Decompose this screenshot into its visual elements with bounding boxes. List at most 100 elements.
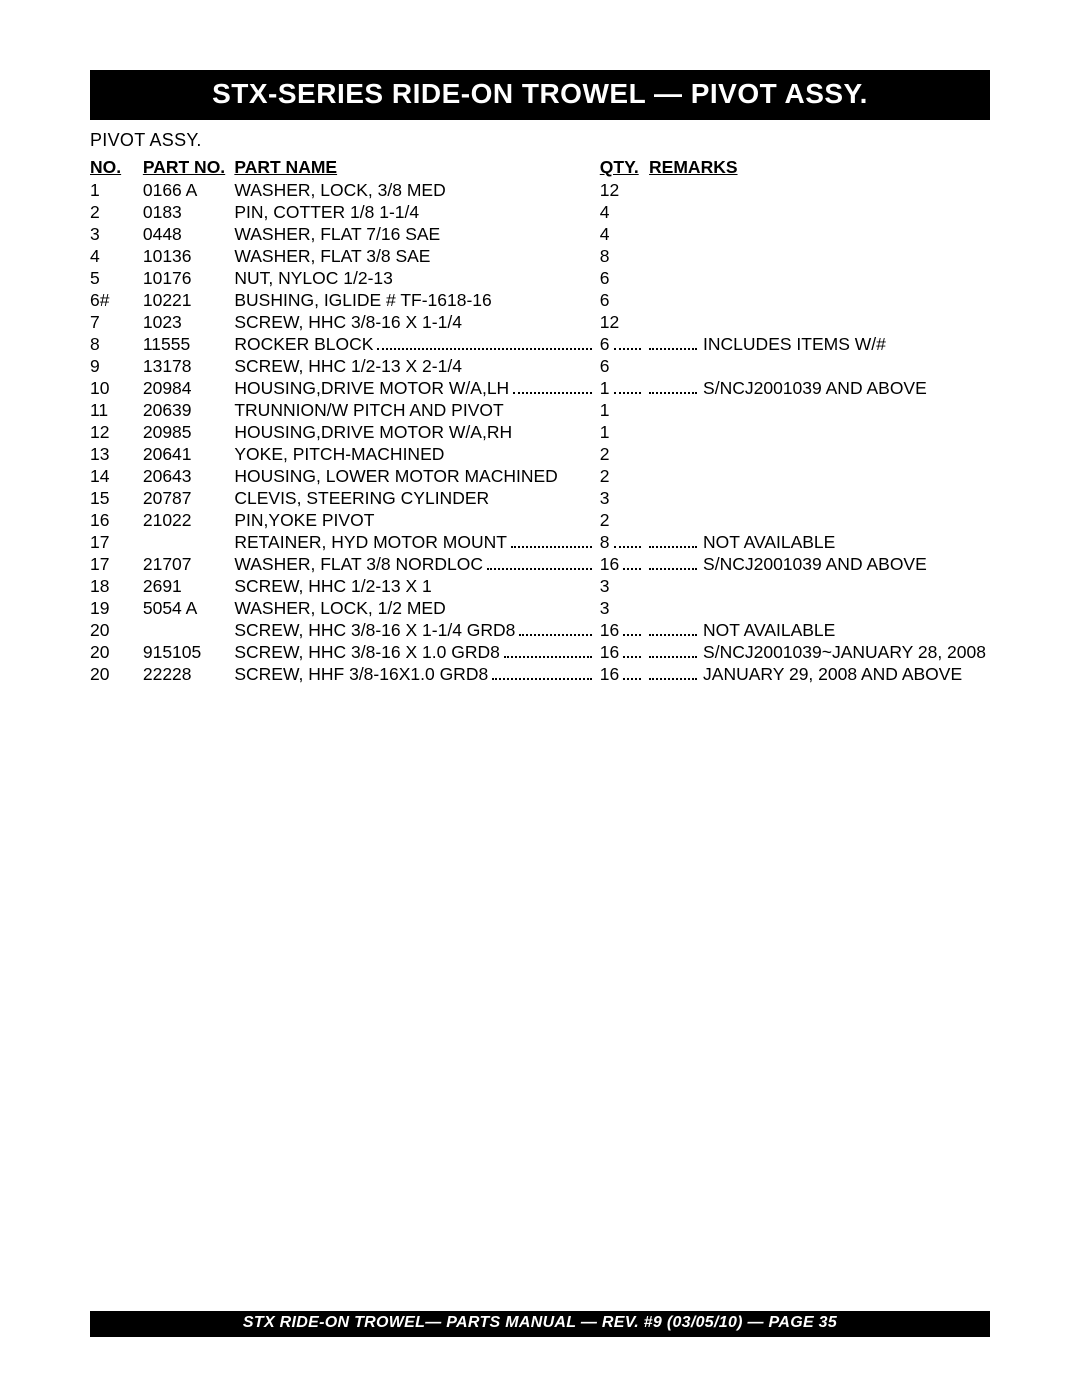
table-row: 1721707WASHER, FLAT 3/8 NORDLOC16S/NCJ20…	[90, 554, 990, 576]
table-row: 1520787CLEVIS, STEERING CYLINDER3	[90, 488, 990, 510]
cell-no: 17	[90, 532, 143, 554]
cell-remarks	[649, 356, 990, 378]
cell-partname: WASHER, FLAT 7/16 SAE	[234, 224, 599, 246]
cell-partname: SCREW, HHF 3/8-16X1.0 GRD8	[234, 664, 599, 686]
table-row: 20 SCREW, HHC 3/8-16 X 1-1/4 GRD816NOT AV…	[90, 620, 990, 642]
cell-partno: 1023	[143, 312, 235, 334]
cell-no: 5	[90, 268, 143, 290]
cell-qty: 1	[600, 400, 649, 422]
table-row: 6#10221BUSHING, IGLIDE # TF-1618-166	[90, 290, 990, 312]
cell-partname: PIN, COTTER 1/8 1-1/4	[234, 202, 599, 224]
cell-no: 13	[90, 444, 143, 466]
cell-no: 20	[90, 620, 143, 642]
cell-remarks	[649, 312, 990, 334]
cell-remarks	[649, 444, 990, 466]
table-row: 1020984HOUSING,DRIVE MOTOR W/A,LH1S/NCJ2…	[90, 378, 990, 400]
table-row: 20183PIN, COTTER 1/8 1-1/44	[90, 202, 990, 224]
col-header-qty: QTY.	[600, 157, 649, 180]
table-row: 510176NUT, NYLOC 1/2-136	[90, 268, 990, 290]
cell-no: 16	[90, 510, 143, 532]
cell-no: 1	[90, 180, 143, 202]
cell-partname: CLEVIS, STEERING CYLINDER	[234, 488, 599, 510]
cell-partno: 20639	[143, 400, 235, 422]
cell-no: 2	[90, 202, 143, 224]
cell-remarks	[649, 246, 990, 268]
cell-qty: 3	[600, 576, 649, 598]
table-row: 10166 AWASHER, LOCK, 3/8 MED12	[90, 180, 990, 202]
cell-remarks	[649, 180, 990, 202]
cell-partname: HOUSING,DRIVE MOTOR W/A,RH	[234, 422, 599, 444]
cell-qty: 16	[600, 664, 649, 686]
table-row: 1120639TRUNNION/W PITCH AND PIVOT1	[90, 400, 990, 422]
cell-partno: 2691	[143, 576, 235, 598]
cell-partname: WASHER, FLAT 3/8 NORDLOC	[234, 554, 599, 576]
table-row: 913178SCREW, HHC 1/2-13 X 2-1/46	[90, 356, 990, 378]
table-row: 195054 AWASHER, LOCK, 1/2 MED3	[90, 598, 990, 620]
cell-remarks	[649, 400, 990, 422]
cell-partname: SCREW, HHC 3/8-16 X 1-1/4 GRD8	[234, 620, 599, 642]
cell-partname: SCREW, HHC 3/8-16 X 1-1/4	[234, 312, 599, 334]
cell-remarks: NOT AVAILABLE	[649, 532, 990, 554]
cell-remarks	[649, 488, 990, 510]
cell-no: 10	[90, 378, 143, 400]
cell-partno: 0166 A	[143, 180, 235, 202]
table-row: 20915105SCREW, HHC 3/8-16 X 1.0 GRD816S/…	[90, 642, 990, 664]
cell-no: 18	[90, 576, 143, 598]
col-header-partno: PART NO.	[143, 157, 235, 180]
cell-partname: SCREW, HHC 3/8-16 X 1.0 GRD8	[234, 642, 599, 664]
cell-qty: 6	[600, 290, 649, 312]
cell-partname: SCREW, HHC 1/2-13 X 1	[234, 576, 599, 598]
cell-partname: HOUSING,DRIVE MOTOR W/A,LH	[234, 378, 599, 400]
section-label: PIVOT ASSY.	[90, 130, 990, 151]
cell-remarks	[649, 224, 990, 246]
cell-partno: 915105	[143, 642, 235, 664]
cell-remarks	[649, 510, 990, 532]
cell-partno: 13178	[143, 356, 235, 378]
cell-partno: 10136	[143, 246, 235, 268]
cell-remarks: INCLUDES ITEMS W/#	[649, 334, 990, 356]
cell-remarks	[649, 202, 990, 224]
cell-partno	[143, 532, 235, 554]
cell-partname: SCREW, HHC 1/2-13 X 2-1/4	[234, 356, 599, 378]
cell-remarks: S/NCJ2001039 AND ABOVE	[649, 378, 990, 400]
cell-remarks: NOT AVAILABLE	[649, 620, 990, 642]
cell-qty: 12	[600, 312, 649, 334]
cell-no: 7	[90, 312, 143, 334]
cell-qty: 16	[600, 554, 649, 576]
cell-partno: 5054 A	[143, 598, 235, 620]
cell-no: 12	[90, 422, 143, 444]
cell-partno: 21707	[143, 554, 235, 576]
cell-no: 19	[90, 598, 143, 620]
table-row: 811555ROCKER BLOCK6INCLUDES ITEMS W/#	[90, 334, 990, 356]
cell-remarks	[649, 598, 990, 620]
cell-partno: 20643	[143, 466, 235, 488]
cell-qty: 12	[600, 180, 649, 202]
cell-partname: ROCKER BLOCK	[234, 334, 599, 356]
table-row: 1220985HOUSING,DRIVE MOTOR W/A,RH1	[90, 422, 990, 444]
cell-qty: 3	[600, 488, 649, 510]
cell-qty: 16	[600, 642, 649, 664]
cell-partname: NUT, NYLOC 1/2-13	[234, 268, 599, 290]
cell-no: 6#	[90, 290, 143, 312]
table-row: 2022228SCREW, HHF 3/8-16X1.0 GRD816JANUA…	[90, 664, 990, 686]
cell-no: 20	[90, 664, 143, 686]
cell-qty: 8	[600, 532, 649, 554]
cell-no: 4	[90, 246, 143, 268]
cell-partno: 20641	[143, 444, 235, 466]
table-row: 30448WASHER, FLAT 7/16 SAE4	[90, 224, 990, 246]
cell-partno: 20787	[143, 488, 235, 510]
table-row: 1621022PIN,YOKE PIVOT2	[90, 510, 990, 532]
cell-remarks: JANUARY 29, 2008 AND ABOVE	[649, 664, 990, 686]
cell-qty: 2	[600, 444, 649, 466]
cell-remarks	[649, 422, 990, 444]
cell-partname: WASHER, LOCK, 1/2 MED	[234, 598, 599, 620]
cell-qty: 3	[600, 598, 649, 620]
cell-partno: 0183	[143, 202, 235, 224]
cell-partno: 11555	[143, 334, 235, 356]
cell-partname: TRUNNION/W PITCH AND PIVOT	[234, 400, 599, 422]
cell-qty: 6	[600, 334, 649, 356]
cell-partname: WASHER, FLAT 3/8 SAE	[234, 246, 599, 268]
cell-remarks	[649, 576, 990, 598]
cell-qty: 4	[600, 202, 649, 224]
cell-qty: 16	[600, 620, 649, 642]
